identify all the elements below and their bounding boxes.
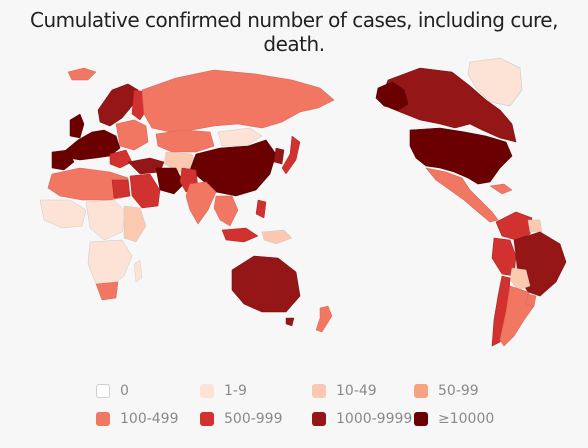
legend-item[interactable]: 50-99 [414,380,479,402]
legend-swatch [414,412,428,426]
region-iran[interactable] [155,167,185,195]
region-guianas[interactable] [527,219,543,233]
legend-swatch [312,384,326,398]
region-russia[interactable] [141,69,335,133]
legend-item[interactable]: 1000-9999 [312,408,412,430]
legend-swatch [200,412,214,426]
region-madagascar[interactable] [133,259,143,283]
legend-label: 50-99 [438,383,479,399]
legend-item[interactable]: 100-499 [96,408,179,430]
region-saudi-arabia[interactable] [129,173,161,209]
legend-label: 1000-9999 [336,411,413,427]
region-bolivia[interactable] [509,267,531,291]
region-scandinavia[interactable] [97,83,139,127]
region-western-europe[interactable] [65,129,121,161]
region-uk[interactable] [69,113,85,139]
legend: 0 1-9 10-49 50-99 100-499 500-999 1000-9999 ≥10… [96,380,566,440]
region-india[interactable] [185,181,217,225]
region-mexico[interactable] [425,167,499,223]
region-caribbean[interactable] [489,183,513,195]
region-australia[interactable] [231,255,301,313]
legend-label: 100-499 [120,411,179,427]
region-tasmania[interactable] [285,317,295,327]
region-china[interactable] [189,139,277,197]
legend-label: 10-49 [336,383,377,399]
region-southern-africa[interactable] [87,239,133,289]
region-northern-south-america[interactable] [495,211,533,241]
legend-item[interactable]: 1-9 [200,380,247,402]
region-iceland[interactable] [67,67,97,81]
legend-label: 1-9 [224,383,247,399]
region-balkans[interactable] [109,149,133,169]
legend-swatch [200,384,214,398]
region-north-africa[interactable] [47,167,131,201]
region-east-africa[interactable] [123,205,147,243]
region-philippines[interactable] [255,199,267,219]
map-title: Cumulative confirmed number of cases, in… [30,8,558,56]
region-indonesia[interactable] [221,227,259,243]
legend-label: ≥10000 [438,411,495,427]
region-west-africa[interactable] [39,199,87,229]
legend-label: 0 [120,383,129,399]
region-japan[interactable] [281,135,301,175]
region-central-africa[interactable] [85,199,127,241]
region-turkey[interactable] [127,157,165,175]
region-iberia[interactable] [51,149,75,171]
region-south-africa[interactable] [95,281,119,301]
region-chile[interactable] [491,275,511,347]
region-korea[interactable] [273,147,285,165]
legend-swatch [96,412,110,426]
region-alaska[interactable] [375,81,409,111]
legend-item[interactable]: 500-999 [200,408,283,430]
legend-swatch [414,384,428,398]
region-usa[interactable] [409,127,513,185]
legend-item[interactable]: 10-49 [312,380,377,402]
region-indonesia-east[interactable] [261,229,293,245]
legend-item[interactable]: 0 [96,380,129,402]
region-canada[interactable] [381,67,517,143]
region-southeast-asia[interactable] [213,195,239,227]
region-eastern-europe[interactable] [115,119,149,151]
world-map [39,57,567,347]
legend-swatch [96,384,110,398]
legend-item[interactable]: ≥10000 [414,408,494,430]
legend-label: 500-999 [224,411,283,427]
region-mongolia[interactable] [217,127,263,147]
region-greenland[interactable] [467,57,523,107]
region-new-zealand[interactable] [315,305,333,333]
legend-swatch [312,412,326,426]
region-uruguay[interactable] [525,293,537,307]
region-kazakhstan[interactable] [155,129,215,153]
region-egypt[interactable] [111,179,131,199]
